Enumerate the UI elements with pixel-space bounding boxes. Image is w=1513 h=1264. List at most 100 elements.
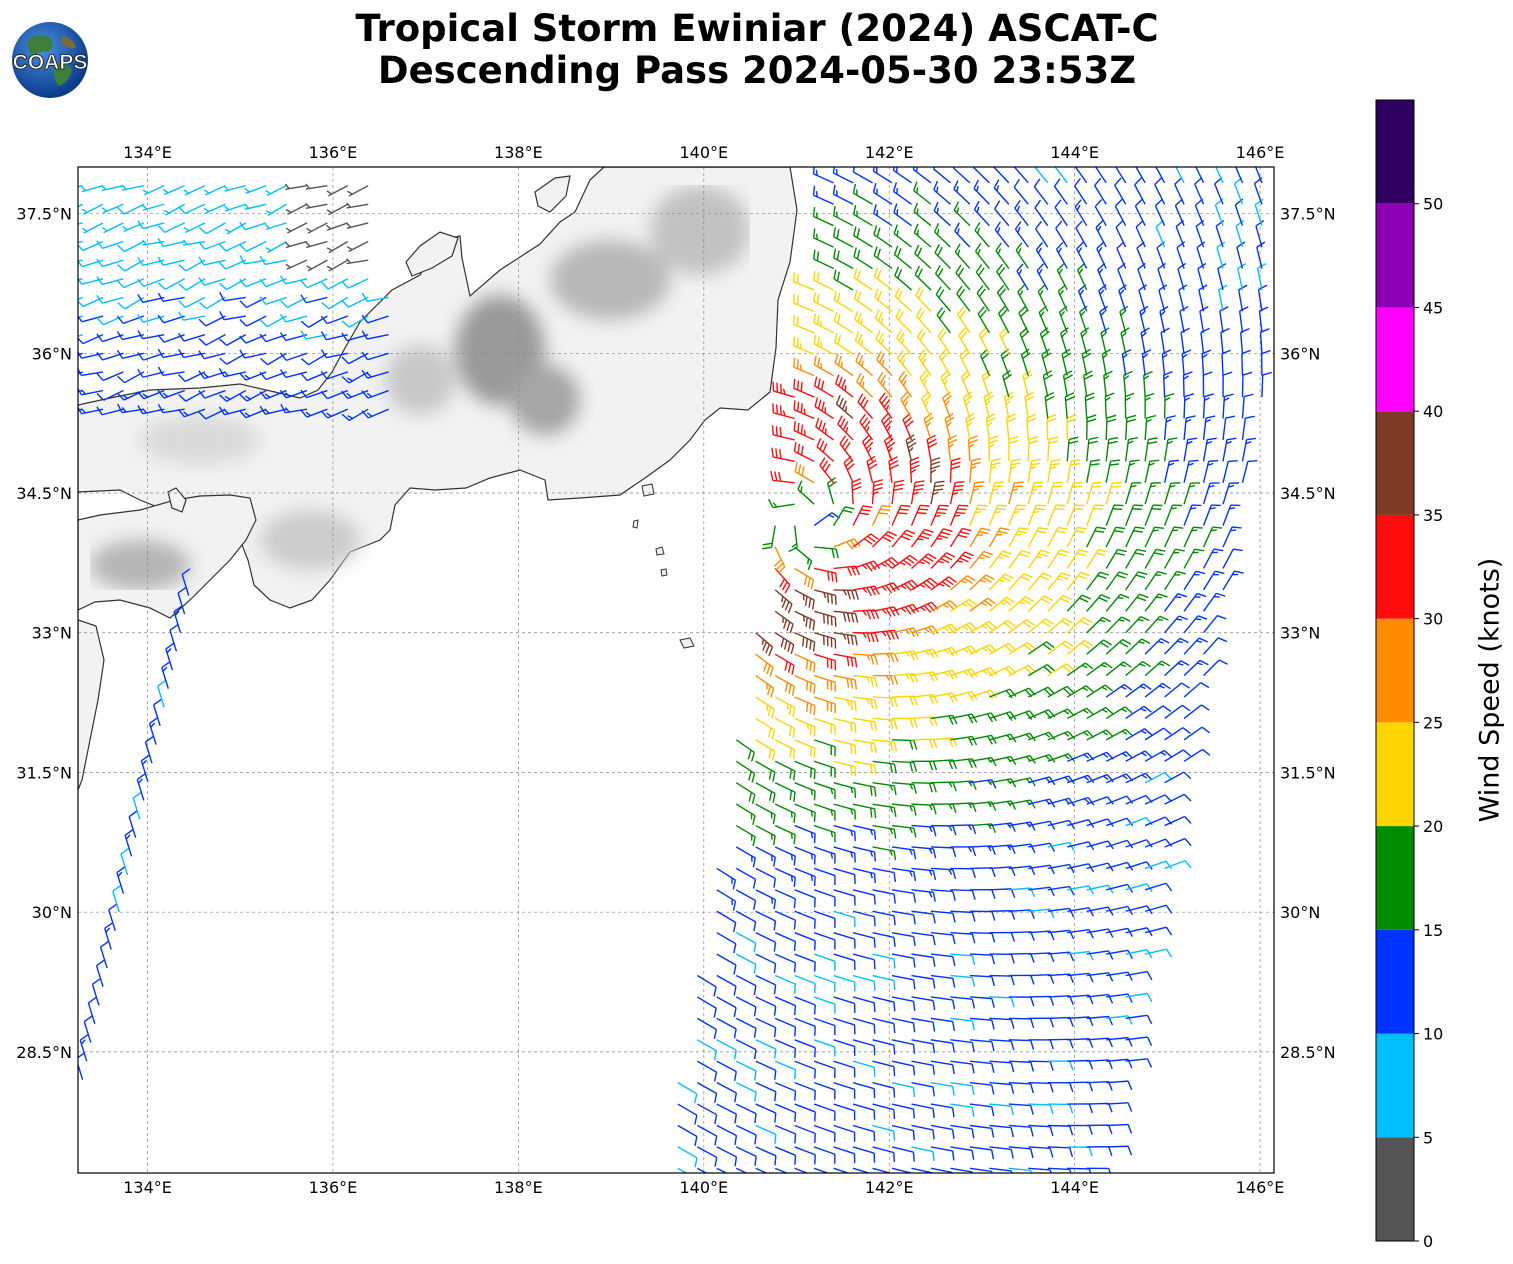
wind-barb xyxy=(716,910,737,932)
wind-barb xyxy=(1075,220,1088,248)
wind-barb xyxy=(1144,437,1158,462)
wind-barb xyxy=(883,434,896,462)
wind-barb xyxy=(793,357,815,377)
wind-barb xyxy=(771,447,795,463)
wind-barb xyxy=(852,1146,876,1163)
lon-tick-label-bottom: 146°E xyxy=(1236,1178,1285,1197)
colorbar-label-box: Wind Speed (knots) xyxy=(1470,558,1510,823)
wind-barb xyxy=(911,1124,935,1140)
wind-barb xyxy=(1222,437,1237,462)
wind-barb xyxy=(969,504,988,526)
wind-barb xyxy=(910,504,930,526)
wind-barb xyxy=(1027,663,1055,677)
wind-barb xyxy=(950,1017,975,1031)
wind-barb xyxy=(973,200,990,227)
wind-barb xyxy=(833,1039,856,1056)
wind-barb xyxy=(696,974,717,997)
wind-barb xyxy=(833,739,857,755)
wind-barb xyxy=(223,203,247,212)
wind-barb xyxy=(930,1017,956,1031)
wind-barb xyxy=(1114,177,1127,205)
lat-tick-label-right: 37.5°N xyxy=(1280,205,1336,224)
wind-barb xyxy=(930,953,956,967)
wind-barb xyxy=(218,240,247,252)
wind-barb xyxy=(1164,615,1188,634)
wind-barb xyxy=(1202,371,1213,398)
wind-barb xyxy=(891,803,917,816)
wind-barb xyxy=(893,245,912,270)
wind-barb xyxy=(774,568,791,594)
wind-barb xyxy=(1008,1103,1034,1115)
wind-barb xyxy=(716,1060,737,1081)
wind-barb xyxy=(1105,750,1134,762)
wind-barb xyxy=(774,867,796,887)
wind-barb xyxy=(833,227,854,248)
wind-barb xyxy=(320,389,349,400)
wind-barb xyxy=(911,996,936,1011)
wind-barb xyxy=(872,803,897,818)
wind-barb xyxy=(911,1039,936,1054)
wind-barb xyxy=(78,1052,85,1081)
wind-barb xyxy=(1105,482,1122,505)
wind-barb xyxy=(989,888,1016,898)
wind-barbs xyxy=(78,167,1273,1173)
wind-barb xyxy=(96,406,124,416)
wind-barb xyxy=(774,589,793,614)
wind-barb xyxy=(279,352,308,362)
wind-barb xyxy=(974,221,990,248)
wind-barb xyxy=(1235,219,1245,248)
wind-barb xyxy=(969,1060,995,1073)
wind-barb xyxy=(755,717,776,740)
wind-barb xyxy=(1018,305,1029,334)
wind-barb xyxy=(96,389,124,401)
colorbar-segment xyxy=(1376,929,1414,1034)
wind-barb xyxy=(1047,1124,1074,1136)
wind-barb xyxy=(1164,749,1192,762)
wind-barb xyxy=(938,349,952,377)
wind-barb xyxy=(347,185,369,197)
wind-barb xyxy=(954,222,971,248)
colorbar-segment xyxy=(1376,826,1414,930)
colorbar-segment xyxy=(1376,203,1414,308)
wind-barb xyxy=(852,996,876,1013)
wind-barb xyxy=(969,1081,995,1095)
wind-barb xyxy=(1086,928,1114,938)
wind-barb xyxy=(813,1167,830,1173)
wind-barb xyxy=(1054,199,1068,227)
wind-barb xyxy=(930,889,956,901)
wind-barb xyxy=(989,1081,1015,1094)
wind-barb xyxy=(989,642,1017,655)
wind-barb xyxy=(813,717,836,735)
wind-barb xyxy=(1183,393,1195,419)
wind-barb xyxy=(813,803,836,821)
wind-barb xyxy=(911,782,937,793)
wind-barb xyxy=(898,370,913,398)
wind-barb xyxy=(914,244,932,270)
wind-barb xyxy=(716,996,737,1018)
wind-barb xyxy=(793,400,815,420)
wind-barb xyxy=(852,1039,876,1056)
wind-barb xyxy=(794,1017,816,1036)
wind-barb xyxy=(177,332,206,342)
wind-barb xyxy=(1067,1103,1093,1114)
wind-barb xyxy=(755,782,776,803)
wind-barb xyxy=(1066,436,1079,462)
wind-barb xyxy=(1067,1146,1093,1157)
wind-barb xyxy=(969,1167,993,1173)
wind-barb xyxy=(813,910,836,928)
wind-barb xyxy=(930,1039,956,1053)
wind-barb xyxy=(1125,1058,1153,1068)
wind-barb xyxy=(1125,728,1153,741)
wind-barb xyxy=(988,550,1012,569)
wind-barb xyxy=(1047,594,1072,612)
wind-barb xyxy=(911,1060,936,1075)
wind-barb xyxy=(677,1167,688,1173)
wind-barb xyxy=(854,310,873,334)
wind-barb xyxy=(1106,949,1133,959)
lat-tick-label-left: 30°N xyxy=(32,903,72,922)
wind-barb xyxy=(995,242,1010,269)
wind-barb xyxy=(895,308,912,334)
wind-barb xyxy=(919,370,932,398)
wind-barb xyxy=(1163,548,1185,569)
wind-barb xyxy=(814,546,839,559)
